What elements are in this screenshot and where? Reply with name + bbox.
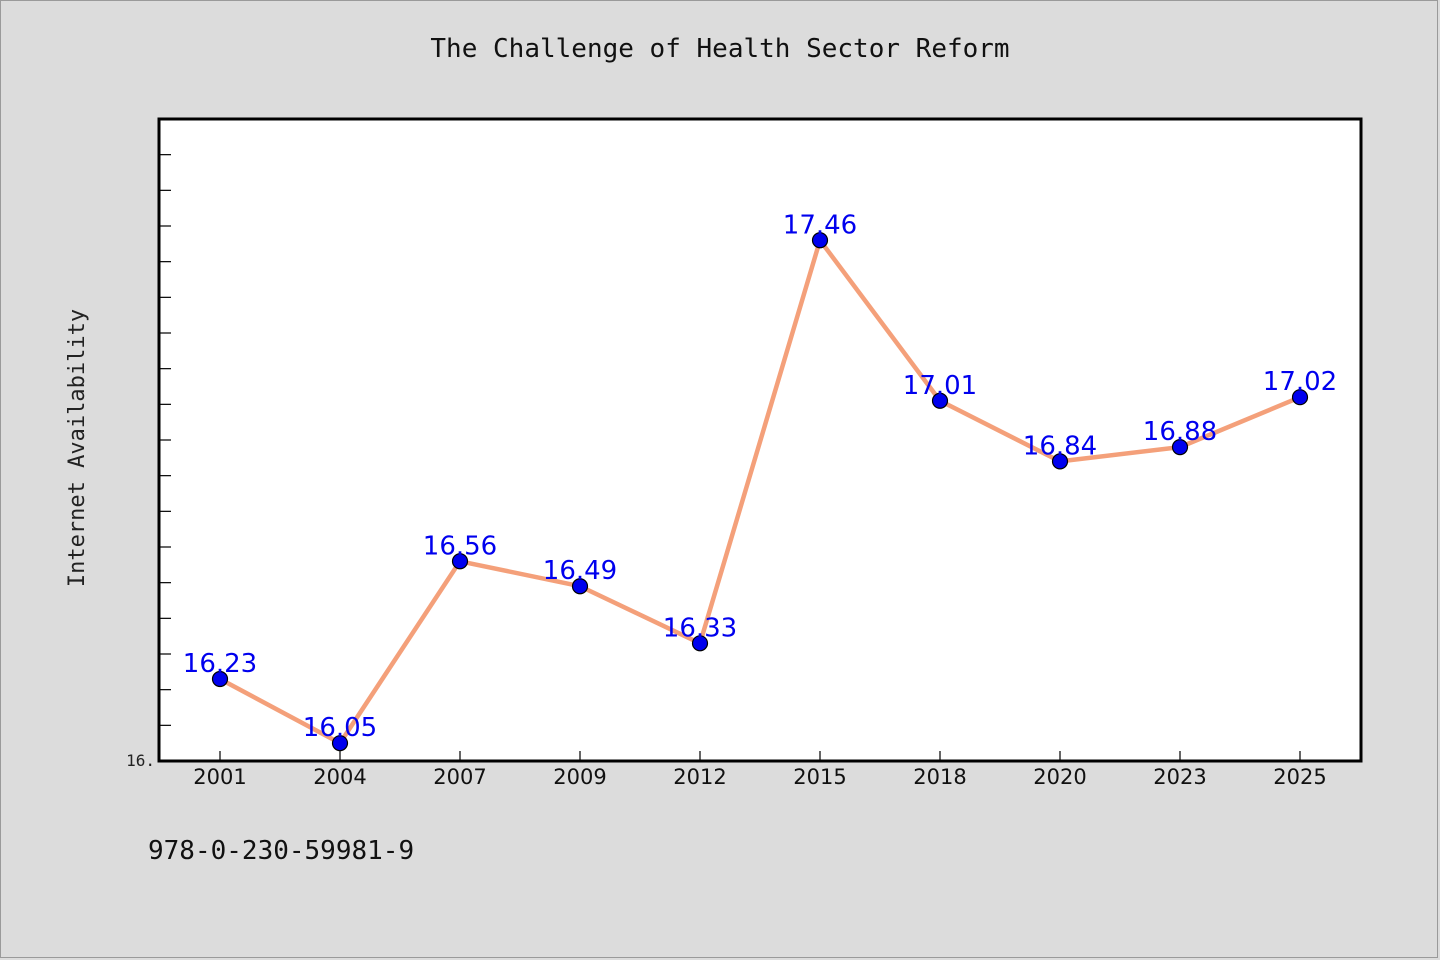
data-point xyxy=(691,635,709,652)
data-label: 16.23 xyxy=(183,649,257,679)
data-label: 17.02 xyxy=(1263,367,1337,397)
data-point xyxy=(451,553,469,570)
y-axis-label: Internet Availability xyxy=(65,309,90,587)
data-label: 16.49 xyxy=(543,556,617,586)
data-point xyxy=(811,232,829,249)
data-label: 16.88 xyxy=(1143,417,1217,447)
data-label: 17.01 xyxy=(903,371,977,401)
x-tick-label: 2015 xyxy=(793,765,846,789)
x-tick-label: 2007 xyxy=(433,765,486,789)
y-axis: 16. xyxy=(126,154,171,770)
data-point xyxy=(571,578,589,595)
x-tick-label: 2004 xyxy=(313,765,366,789)
x-tick-label: 2018 xyxy=(913,765,966,789)
x-tick-label: 2012 xyxy=(673,765,726,789)
data-label: 16.56 xyxy=(423,531,497,561)
isbn-caption: 978-0-230-59981-9 xyxy=(148,836,415,866)
data-point xyxy=(1051,453,1069,470)
x-tick-label: 2020 xyxy=(1033,765,1086,789)
data-label: 16.84 xyxy=(1023,431,1097,461)
x-tick-label: 2001 xyxy=(193,765,246,789)
data-label: 17.46 xyxy=(783,210,857,240)
x-tick-label: 2025 xyxy=(1273,765,1326,789)
data-point xyxy=(331,735,349,752)
series-line-group: 16.23 16.05 16.56 16.49 16.33 17.46 17.01 16.84… xyxy=(183,210,1337,752)
x-tick-label: 2009 xyxy=(553,765,606,789)
chart-title: The Challenge of Health Sector Reform xyxy=(430,34,1010,64)
data-label: 16.05 xyxy=(303,713,377,743)
x-axis: 2001 2004 2007 2009 2012 2015 2018 2020 2023 2025 xyxy=(193,751,1327,789)
y-tick-label: 16. xyxy=(126,751,155,770)
x-tick-label: 2023 xyxy=(1153,765,1206,789)
data-point xyxy=(931,392,949,409)
data-point xyxy=(1171,439,1189,456)
data-point xyxy=(211,670,229,688)
series-line xyxy=(218,238,1301,746)
data-point xyxy=(1291,389,1309,406)
data-label: 16.33 xyxy=(663,613,737,643)
